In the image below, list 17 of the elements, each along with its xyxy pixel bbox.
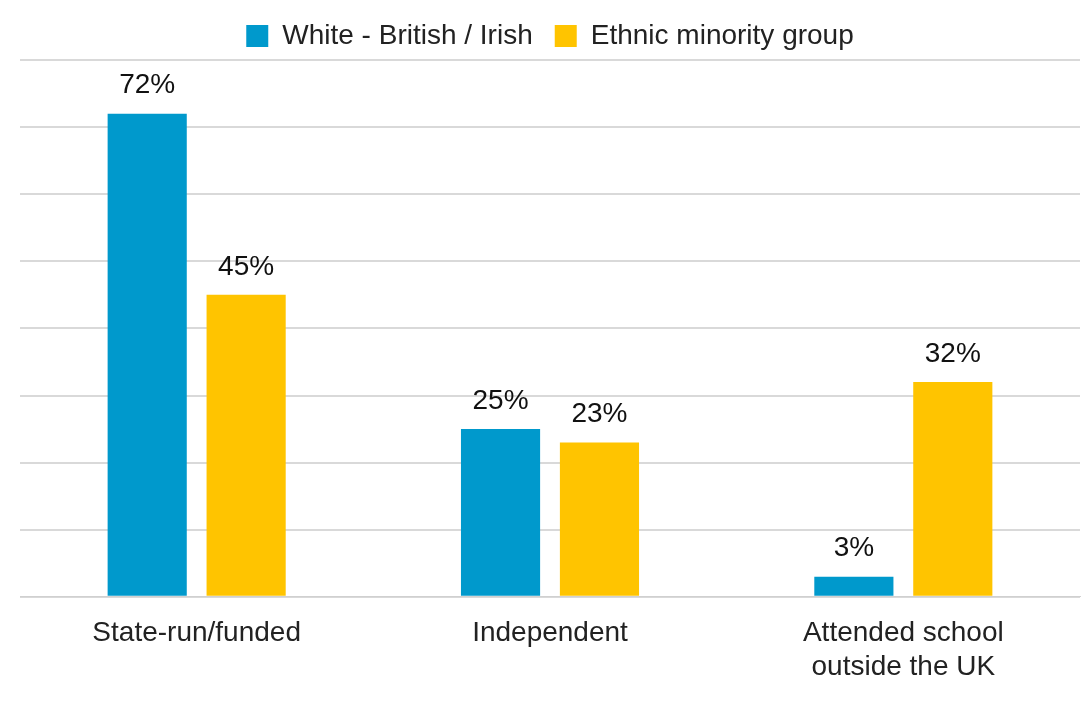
data-label: 23% bbox=[571, 397, 628, 429]
data-label: 3% bbox=[833, 531, 875, 563]
data-label: 45% bbox=[218, 249, 275, 281]
x-tick-label: Attended school outside the UK bbox=[802, 616, 1004, 681]
data-label: 25% bbox=[472, 383, 529, 415]
bar bbox=[206, 294, 286, 596]
data-label: 72% bbox=[119, 68, 176, 100]
legend-label: White - British / Irish bbox=[282, 18, 533, 50]
data-label: 32% bbox=[924, 336, 981, 368]
bar bbox=[460, 429, 541, 596]
bar bbox=[814, 576, 894, 596]
bar bbox=[107, 113, 187, 596]
x-tick-label: Independent bbox=[472, 616, 629, 648]
bar bbox=[559, 442, 640, 596]
bar bbox=[913, 382, 993, 596]
x-tick-label: State-run/funded bbox=[92, 616, 301, 648]
legend-label: Ethnic minority group bbox=[590, 18, 854, 50]
